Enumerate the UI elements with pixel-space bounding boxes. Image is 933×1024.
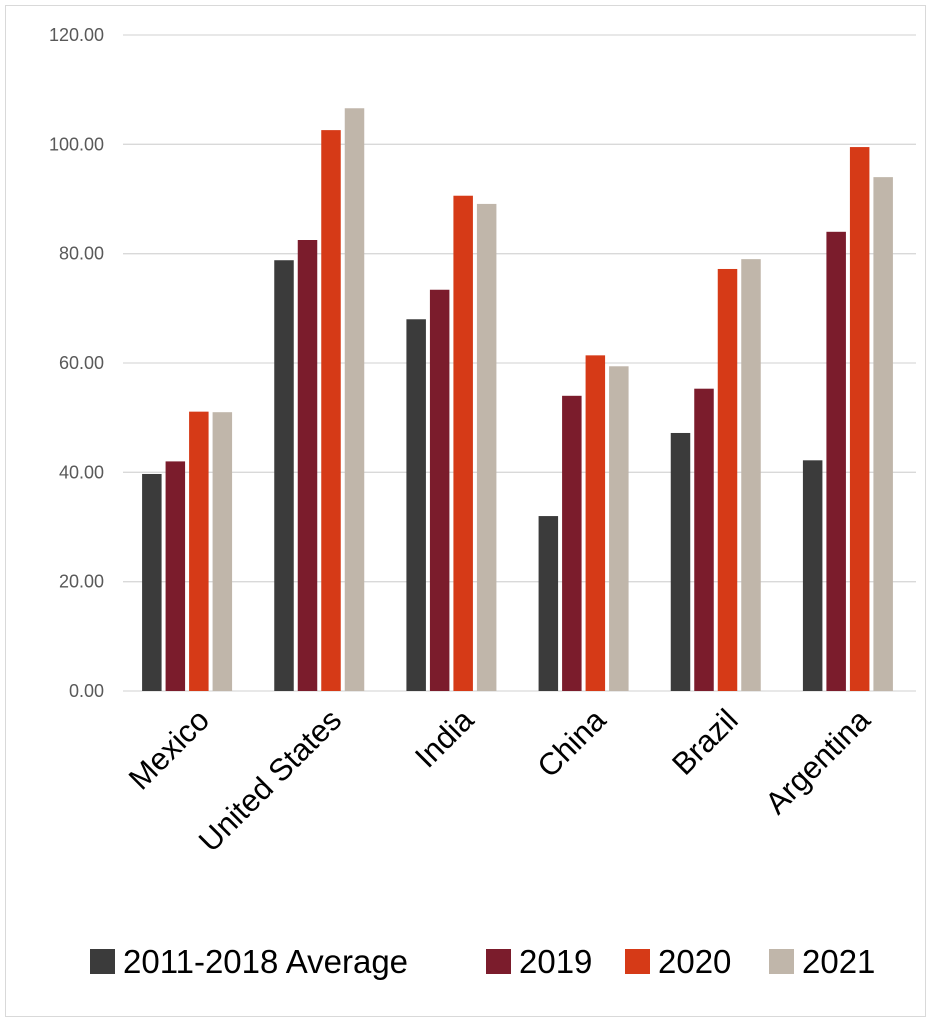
x-tick-label: India (408, 702, 481, 775)
bar-brazil-2019 (694, 388, 714, 691)
bar-united-states-2019 (297, 240, 318, 691)
bar-mexico-2021 (212, 412, 233, 691)
bar-india-2020 (453, 195, 473, 691)
legend-swatch-2011-2018-average (90, 949, 115, 974)
legend-label-2020: 2020 (658, 943, 731, 980)
y-tick-label: 120.00 (49, 25, 104, 45)
x-tick-label: Mexico (122, 702, 216, 796)
legend-label-2021: 2021 (802, 943, 875, 980)
x-tick-label: United States (192, 702, 348, 858)
bar-brazil-2011-2018-average (670, 432, 691, 691)
bar-united-states-2021 (344, 108, 365, 691)
bar-united-states-2020 (321, 130, 341, 691)
gridlines (123, 34, 916, 692)
bar-india-2019 (429, 289, 450, 691)
bar-united-states-2011-2018-average (274, 260, 294, 691)
legend-label-2011-2018-average: 2011-2018 Average (123, 943, 408, 980)
x-tick-label: China (531, 702, 614, 785)
y-tick-label: 40.00 (59, 462, 104, 482)
bar-argentina-2011-2018-average (802, 460, 823, 691)
bar-china-2020 (585, 355, 606, 691)
bars (142, 108, 893, 692)
bar-india-2021 (476, 203, 497, 692)
bar-china-2019 (562, 395, 582, 691)
bar-brazil-2021 (741, 259, 761, 691)
bar-india-2011-2018-average (406, 319, 426, 691)
legend-swatch-2021 (769, 949, 794, 974)
y-tick-label: 80.00 (59, 244, 104, 264)
legend-label-2019: 2019 (519, 943, 592, 980)
bar-china-2021 (609, 366, 629, 691)
bar-china-2011-2018-average (538, 516, 559, 691)
bar-mexico-2011-2018-average (142, 473, 162, 691)
x-tick-label: Brazil (665, 702, 745, 782)
bar-argentina-2020 (849, 147, 870, 692)
x-tick-label: Argentina (758, 702, 877, 821)
bar-mexico-2019 (165, 461, 186, 691)
bar-argentina-2019 (826, 231, 846, 692)
bar-argentina-2021 (873, 177, 893, 692)
y-tick-label: 60.00 (59, 353, 104, 373)
legend: 2011-2018 Average 2019 2020 2021 (90, 943, 875, 980)
legend-swatch-2019 (486, 949, 511, 974)
y-tick-label: 0.00 (69, 681, 104, 701)
bar-brazil-2020 (717, 268, 738, 691)
y-axis-tick-labels: 0.00 20.00 40.00 60.00 80.00 100.00 120.00 (49, 25, 104, 701)
bar-mexico-2020 (189, 411, 209, 691)
legend-swatch-2020 (625, 949, 650, 974)
y-tick-label: 100.00 (49, 134, 104, 154)
y-tick-label: 20.00 (59, 572, 104, 592)
